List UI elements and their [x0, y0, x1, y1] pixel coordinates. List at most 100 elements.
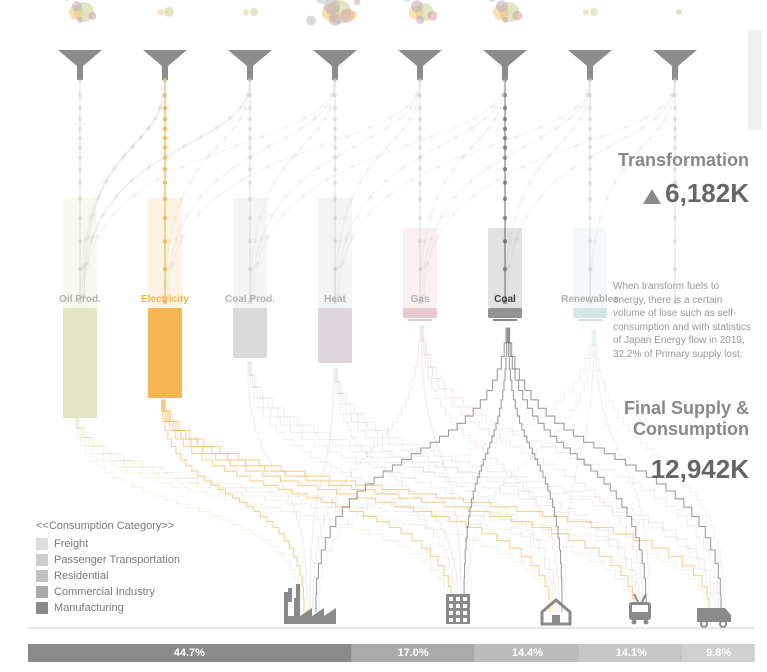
flow-bead: [503, 167, 507, 171]
flow-bead: [503, 127, 507, 131]
flow-bead: [453, 125, 457, 129]
lower-flow: [161, 400, 304, 612]
flow-bead: [196, 212, 200, 216]
flow-bead: [513, 216, 517, 220]
flow-bead: [388, 116, 392, 120]
legend-label: Commercial Industry: [54, 586, 155, 598]
legend-swatch: [36, 586, 48, 598]
flow-bead: [598, 216, 602, 220]
flow-bead: [571, 127, 575, 131]
flow-bead: [214, 145, 218, 149]
flow-bead: [188, 180, 192, 184]
flow-bead: [607, 144, 611, 148]
flow-bead: [215, 125, 219, 129]
flow-bead: [358, 180, 362, 184]
flow-bead: [266, 165, 270, 169]
final-supply-value: 12,942K: [651, 454, 749, 485]
flow-bead: [588, 197, 592, 201]
lower-flow: [247, 362, 307, 612]
flow-bead: [418, 216, 422, 220]
flow-bead: [503, 216, 507, 220]
flow-bead: [588, 145, 592, 149]
flow-bead: [401, 166, 405, 170]
flow-bead: [387, 193, 391, 197]
flow-bead: [401, 127, 405, 131]
legend-label: Manufacturing: [54, 602, 124, 614]
flow-bead: [486, 127, 490, 131]
axis-segment: 14.1%: [580, 644, 683, 662]
flow-bead: [499, 93, 503, 97]
flow-bead: [333, 78, 337, 82]
flow-bead: [418, 145, 422, 149]
flow-bead: [520, 197, 524, 201]
source-label: Renewables: [561, 294, 619, 305]
flow-bead: [105, 178, 109, 182]
flow-bead: [673, 117, 677, 121]
flow-bead: [153, 116, 157, 120]
flow-bead: [673, 239, 677, 243]
flow-bead: [352, 144, 356, 148]
source-bubble: [590, 8, 598, 16]
flow-bead: [163, 136, 167, 140]
flow-bead: [528, 180, 532, 184]
flow-bead: [283, 125, 287, 129]
flow-bead: [163, 127, 167, 131]
flow-bead: [588, 117, 592, 121]
flow-bead: [414, 93, 418, 97]
flow-bead: [536, 167, 540, 171]
flow-bead: [316, 127, 320, 131]
flow-bead: [503, 197, 507, 201]
flow-bead: [351, 165, 355, 169]
flow-bead: [538, 125, 542, 129]
flow-bead: [623, 125, 627, 129]
flow-bead: [248, 180, 252, 184]
legend-label: Passenger Transportation: [54, 554, 180, 566]
flow-bead: [319, 144, 323, 148]
flow-bead: [139, 134, 143, 138]
flow-bead: [443, 180, 447, 184]
source-label: Oil Prod.: [59, 294, 101, 305]
lower-flow: [310, 369, 334, 612]
consumption-legend: <<Consumption Category>> FreightPassenge…: [36, 520, 180, 616]
flow-bead: [669, 93, 673, 97]
funnel-icon: [58, 50, 102, 66]
flow-bead: [648, 136, 652, 140]
lower-flow: [421, 326, 559, 612]
flow-bead: [605, 197, 609, 201]
flow-bead: [663, 117, 667, 121]
flow-bead: [493, 117, 497, 121]
flow-bead: [515, 134, 519, 138]
source-bubble: [512, 11, 522, 21]
flow-bead: [574, 105, 578, 109]
flow-bead: [368, 195, 372, 199]
flow-bead: [368, 125, 372, 129]
flow-bead: [78, 145, 82, 149]
flow-bead: [503, 78, 507, 82]
source-bubble: [416, 16, 424, 24]
flow-bead: [98, 193, 102, 197]
legend-swatch: [36, 538, 48, 550]
flow-bead: [435, 197, 439, 201]
flow-bead: [483, 116, 487, 120]
legend-item: Commercial Industry: [36, 584, 180, 600]
flow-bead: [547, 153, 551, 157]
building-icon: [446, 594, 470, 624]
source-label: Coal: [494, 294, 516, 305]
flow-bead: [563, 136, 567, 140]
flow-bead: [440, 214, 444, 218]
flow-bead: [198, 195, 202, 199]
source-bubble: [64, 0, 70, 1]
flow-bead: [574, 144, 578, 148]
flow-bead: [248, 127, 252, 131]
flow-bead: [578, 117, 582, 121]
source-label: Coal Prod.: [225, 294, 275, 305]
flow-bead: [554, 179, 558, 183]
flow-bead: [248, 145, 252, 149]
source-backdrop: [233, 198, 267, 308]
flow-bead: [377, 153, 381, 157]
source-label: Electricity: [141, 294, 189, 305]
flow-bead: [260, 134, 264, 138]
source-bar: [403, 308, 437, 318]
funnel-icon: [228, 50, 272, 66]
flow-bead: [78, 78, 82, 82]
